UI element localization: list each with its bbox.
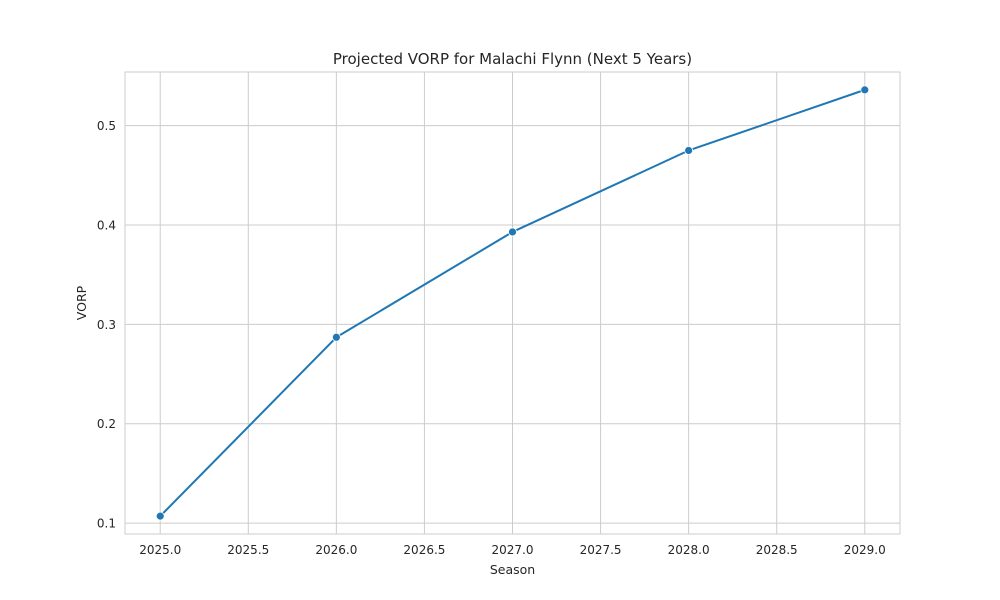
x-tick-label: 2026.0 [315,543,357,557]
y-tick-label: 0.3 [97,318,116,332]
tick-layer: 2025.0 2025.5 2026.0 2026.5 2027.0 2027.5 2028… [97,119,886,557]
y-axis-label: VORP [74,285,89,320]
y-tick-label: 0.4 [97,219,116,233]
data-point [155,511,165,521]
x-tick-label: 2025.5 [227,543,269,557]
data-point [508,227,517,237]
series-layer [155,85,870,521]
y-tick-label: 0.1 [97,517,116,531]
y-tick-label: 0.5 [97,119,116,133]
x-tick-label: 2028.5 [756,543,798,557]
x-tick-label: 2029.0 [844,543,886,557]
data-point [331,332,341,342]
x-tick-label: 2027.5 [580,543,622,557]
grid-layer [125,72,900,534]
x-tick-label: 2028.0 [668,543,710,557]
data-point [684,146,694,155]
x-tick-label: 2027.0 [492,543,534,557]
x-tick-label: 2026.5 [403,543,445,557]
x-axis-label: Season [490,562,535,577]
chart-title: Projected VORP for Malachi Flynn (Next 5… [333,50,692,68]
y-tick-label: 0.2 [97,417,116,431]
x-tick-label: 2025.0 [139,543,181,557]
data-point [860,85,870,95]
plot-frame [124,71,901,535]
